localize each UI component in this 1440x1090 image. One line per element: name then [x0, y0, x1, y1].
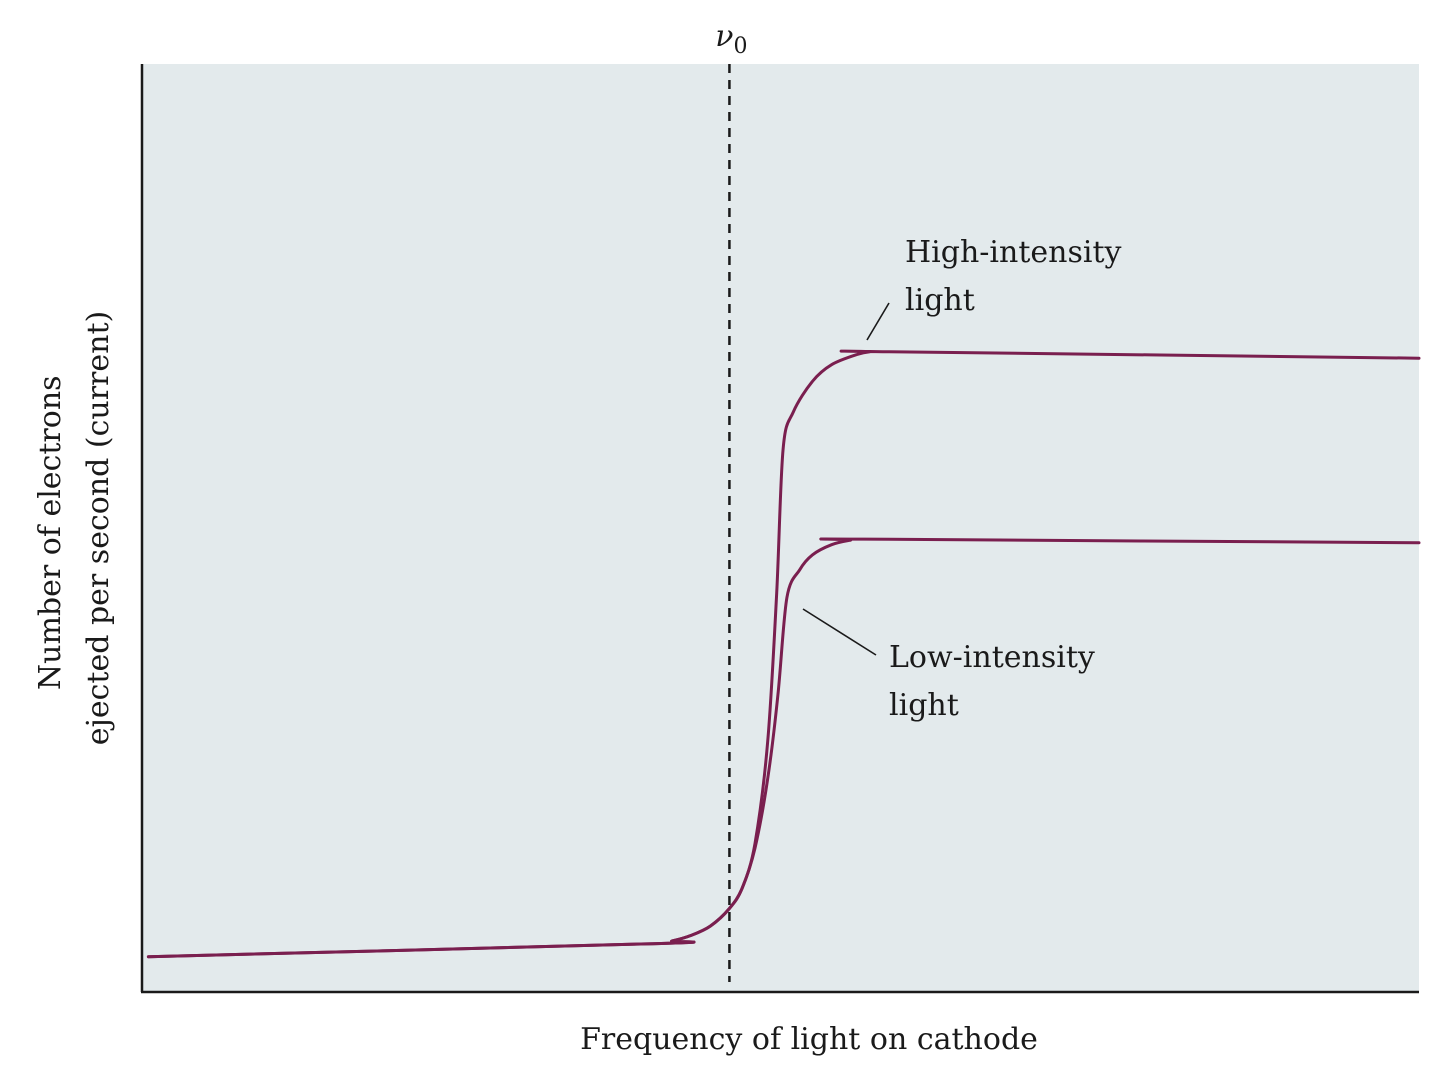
high-intensity-leader — [866, 302, 890, 341]
low-intensity-label-line-2: light — [889, 688, 959, 723]
y-axis-title-line-2: ejected per second (current) — [81, 311, 116, 745]
threshold-subscript: 0 — [734, 34, 748, 59]
y-axis-title-line-1: Number of electrons — [33, 375, 68, 690]
low-intensity-label-line-1: Low-intensity — [889, 640, 1095, 675]
low-intensity-label: Low-intensity light — [889, 640, 1104, 723]
threshold-symbol: ν — [715, 19, 733, 54]
x-axis-title: Frequency of light on cathode — [580, 1022, 1038, 1057]
low-intensity-leader — [802, 608, 877, 656]
series-group — [146, 349, 1421, 959]
y-axis-title: Number of electrons ejected per second (… — [33, 311, 116, 745]
high-intensity-label-line-1: High-intensity — [905, 235, 1122, 270]
high-intensity-label: High-intensity light — [905, 235, 1131, 318]
low-intensity-curve — [146, 537, 1421, 959]
threshold-label: ν0 — [715, 19, 747, 59]
high-intensity-label-line-2: light — [905, 283, 975, 318]
